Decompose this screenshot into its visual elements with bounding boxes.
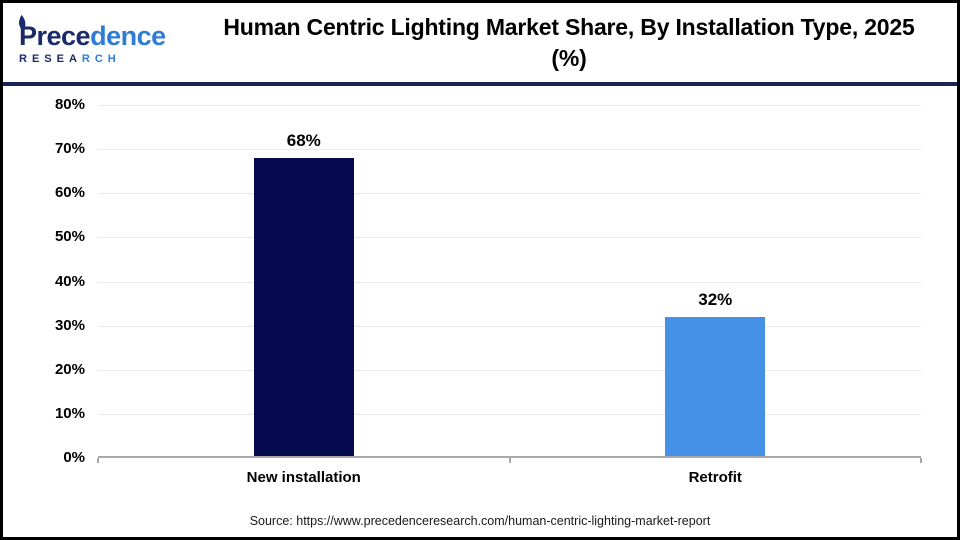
page-title: Human Centric Lighting Market Share, By …	[181, 12, 957, 74]
x-axis-line	[98, 456, 921, 458]
gridline	[98, 281, 921, 283]
gridline	[98, 413, 921, 415]
bar-retrofit	[665, 316, 766, 456]
chart-area: 0% 10% 20% 30% 40% 50% 60% 70% 80% 68% New install…	[3, 86, 957, 537]
y-axis-tick-label: 60%	[54, 184, 85, 202]
y-axis-tick-label: 40%	[54, 272, 85, 290]
brand-subtitle-dark: RESEA	[19, 52, 82, 65]
y-axis-tick-label: 80%	[54, 96, 85, 113]
gridline	[98, 149, 921, 151]
y-axis-tick-label: 30%	[54, 316, 85, 334]
header: Precedence RESEARCH Human Centric Lighti…	[3, 3, 957, 82]
y-axis-tick-label: 70%	[54, 140, 85, 158]
gridline	[98, 237, 921, 239]
y-axis-tick-label: 50%	[54, 228, 85, 246]
bar-new-installation	[253, 157, 354, 456]
bar-value-label: 68%	[286, 130, 321, 150]
brand-subtitle: RESEARCH	[19, 53, 181, 65]
y-axis-tick-label: 0%	[63, 449, 85, 466]
gridline	[98, 193, 921, 195]
x-axis-category-label: Retrofit	[688, 469, 742, 486]
gridline	[98, 105, 921, 106]
gridline	[98, 325, 921, 327]
x-axis-category-label: New installation	[246, 469, 361, 486]
x-axis-tick	[97, 458, 99, 463]
brand-logo: Precedence RESEARCH	[3, 14, 181, 65]
x-axis-tick	[920, 458, 922, 463]
brand-name-dark: Prece	[19, 20, 91, 51]
x-axis-tick	[508, 458, 511, 463]
y-axis-tick-label: 10%	[54, 404, 85, 422]
page-title-text: Human Centric Lighting Market Share, By …	[223, 13, 915, 71]
header-divider	[3, 82, 957, 86]
brand-name: Precedence	[19, 14, 181, 51]
source-text: Source: https://www.precedenceresearch.c…	[249, 514, 711, 528]
bar-value-label: 32%	[698, 289, 733, 309]
gridline	[98, 369, 921, 371]
y-axis-tick-label: 20%	[54, 360, 85, 378]
brand-subtitle-light: RCH	[81, 52, 121, 65]
brand-name-light: dence	[90, 20, 166, 51]
plot: 0% 10% 20% 30% 40% 50% 60% 70% 80% 68% New install…	[55, 96, 922, 486]
leaf-icon	[19, 14, 26, 30]
